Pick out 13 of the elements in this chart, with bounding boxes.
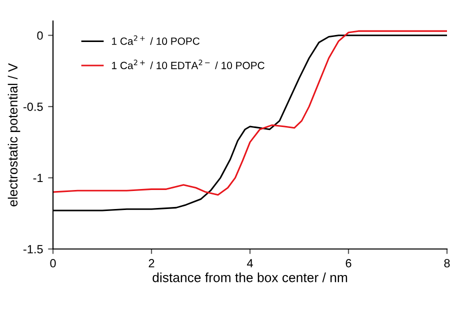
x-tick-label: 0 — [50, 259, 56, 268]
y-tick-label: -1.5 — [23, 245, 43, 254]
x-axis-title: distance from the box center / nm — [152, 272, 348, 282]
y-axis-title: electrostatic potential / V — [8, 63, 20, 206]
y-tick-label: 0 — [37, 31, 43, 40]
x-tick-label: 2 — [148, 259, 154, 268]
y-tick-label: -0.5 — [23, 102, 43, 111]
legend-label: 1 Ca$^{2+}$ / 10 EDTA$^{2−}$ / 10 POPC — [112, 60, 264, 70]
x-tick-label: 4 — [246, 259, 253, 268]
legend-label: 1 Ca$^{2+}$ / 10 POPC — [112, 35, 200, 45]
x-tick-label: 6 — [346, 259, 352, 268]
y-tick-label: -1 — [33, 174, 43, 182]
x-tick-label: 8 — [444, 259, 450, 268]
